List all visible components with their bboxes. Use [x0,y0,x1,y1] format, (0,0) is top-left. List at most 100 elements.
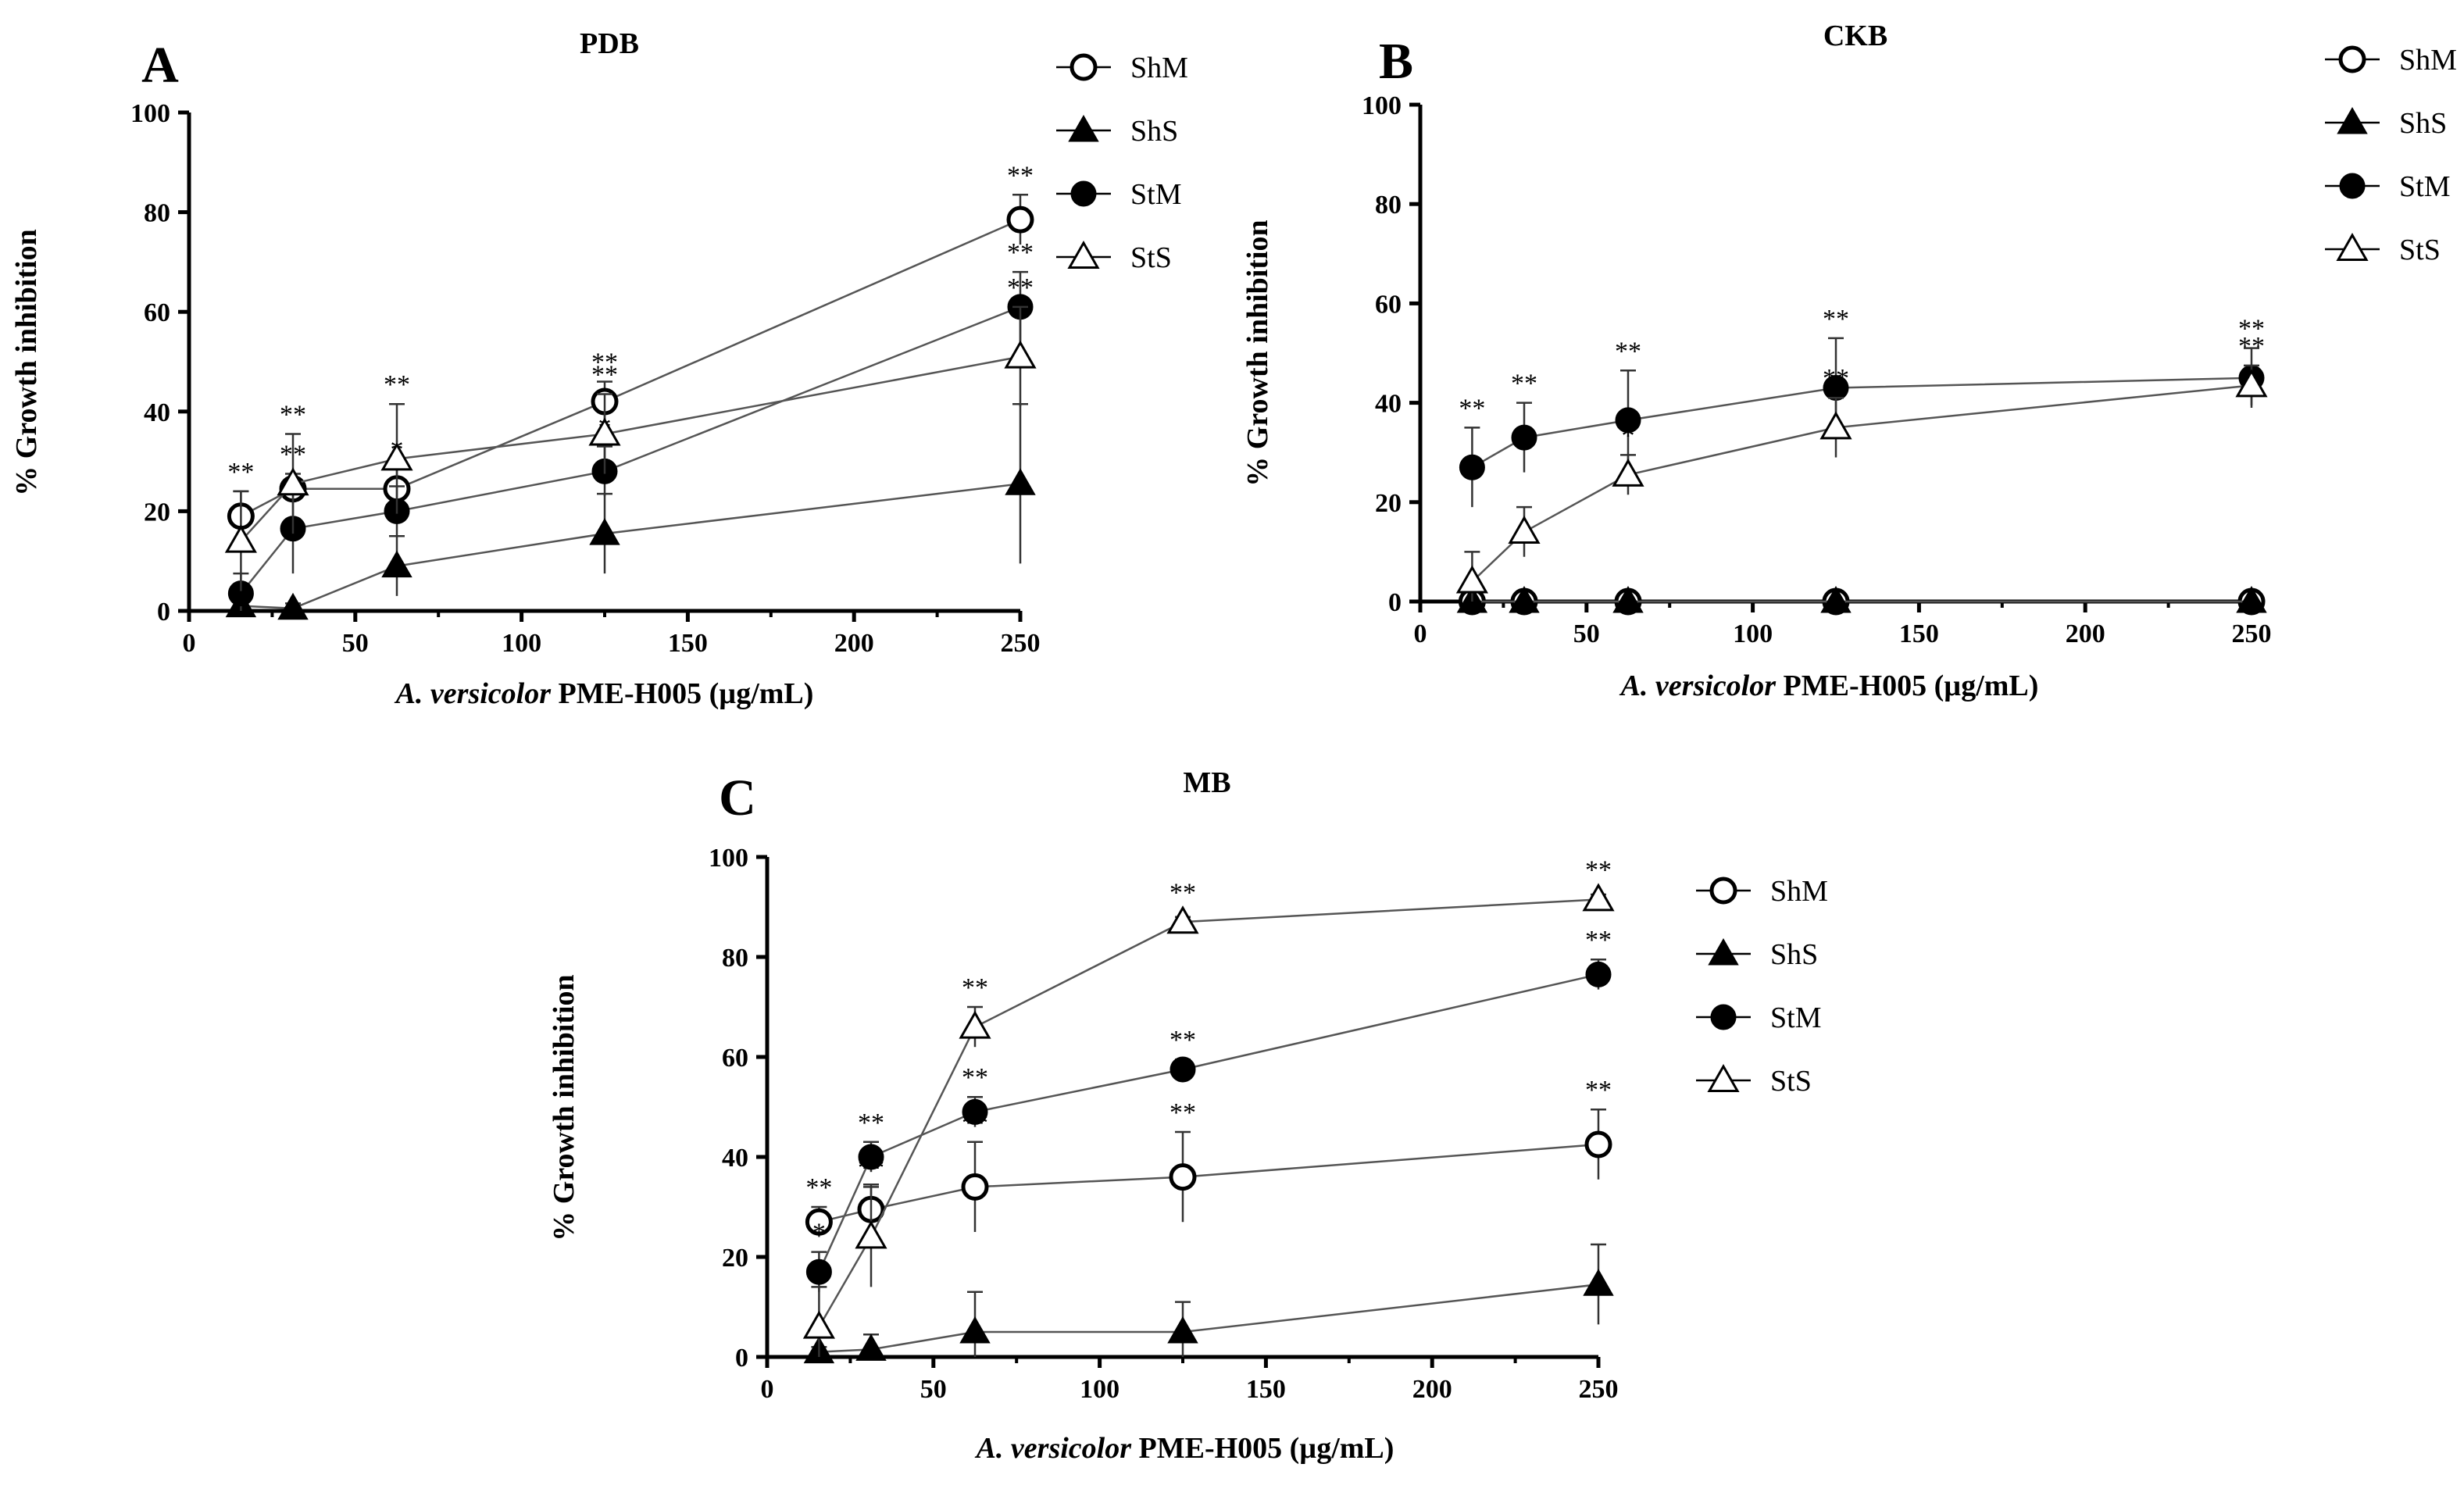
panel-b-sts-significance: * [1622,421,1635,450]
panel-a-sts-point [1004,340,1037,369]
panel-c-legend-shs-marker [1708,937,1739,966]
panel-b-xlabel: A. versicolor PME-H005 (µg/mL) [1619,669,2039,702]
panel-c-ytick-label: 0 [735,1344,748,1373]
panel-b-legend-stm-label: StM [2399,170,2450,203]
panel-c-shs-point [855,1334,887,1361]
panel-c-shm-point [805,1208,833,1236]
panel-a-sts-significance: ** [384,370,410,399]
panel-a-legend-sts-marker [1067,240,1100,269]
panel-a-sts-point [380,442,413,471]
panel-c-legend-sts-label: StS [1770,1065,1812,1098]
panel-a-xlabel-species: A. versicolor [395,677,552,710]
panel-b-stm-point [1459,454,1485,480]
panel-a-shs-point [381,550,412,578]
panel-c-shs-point [959,1316,991,1344]
panel-c-stm-significance: ** [858,1109,884,1137]
panel-a-shm-point [1006,205,1034,234]
panel-b-stm-significance: ** [1823,305,1849,334]
panel-c-sts-point [1166,905,1199,934]
panel-a-legend-shm-marker [1070,53,1098,81]
panel-c-shm-point [1169,1163,1197,1191]
panel-a-stm-significance: ** [1007,238,1034,267]
panel-c-stm-significance: ** [962,1063,988,1092]
panel-b-stm-point [1615,407,1641,434]
panel-a-legend-shs-marker [1068,114,1099,142]
panel-c-stm-point [858,1144,884,1170]
panel-b-ytick-label: 100 [1362,91,1402,120]
panel-c-legend-shm-marker [1709,877,1737,905]
panel-b-sts-significance: ** [1823,364,1849,393]
panel-b-shs-point [1820,585,1852,613]
panel-c-chart: C MB 0 20 40 60 80 100 0 50 100 150 200 250 % Growth i… [548,766,1828,1465]
panel-a-shm-significance: ** [1007,161,1034,190]
panel-a-shs-point [1005,468,1036,495]
panel-b-stm-significance: ** [1511,370,1537,398]
panel-c-ytick-label: 40 [722,1144,748,1173]
panel-b-letter: B [1379,33,1413,90]
panel-a-sts-significance: ** [591,360,618,389]
panel-b-stm-point [1511,424,1537,451]
panel-b-sts-significance: ** [2238,332,2265,361]
panel-b-ytick-label: 40 [1375,390,1402,419]
panel-a-xtick-label: 0 [183,629,196,658]
panel-a-title: PDB [580,27,639,60]
panel-c-stm-point [962,1098,988,1125]
panel-c-sts-point [959,1010,991,1039]
panel-c-xtick-label: 250 [1579,1375,1619,1404]
panel-b-legend-stm-marker [2339,173,2366,199]
panel-a-xtick-label: 250 [1001,629,1041,658]
panel-a-ytick-label: 40 [144,398,170,427]
panel-b-stm-significance: ** [1459,394,1485,423]
panel-b-sts-point [1612,458,1644,487]
panel-a-letter: A [141,37,179,94]
panel-b-chart: B CKB 0 20 40 60 80 100 0 50 100 150 200 250 % Growth … [1241,20,2457,702]
panel-c-ytick-label: 80 [722,944,748,973]
panel-b-xtick-label: 100 [1733,619,1773,648]
panel-b-title: CKB [1823,20,1887,52]
panel-c-xlabel-species: A. versicolor [975,1432,1133,1465]
panel-c-stm-point [1170,1056,1196,1083]
panel-b-xtick-label: 150 [1899,619,1939,648]
panel-b-ytick-label: 60 [1375,290,1402,319]
panel-c-shm-point [1584,1130,1612,1159]
panel-a-chart: A PDB 0 20 40 60 80 100 0 50 100 150 200 250 % Growth … [10,27,1188,710]
panel-c-shm-point [961,1173,989,1201]
panel-b-shs-point [2236,585,2267,613]
panel-c-xlabel: A. versicolor PME-H005 (µg/mL) [975,1432,1394,1465]
panel-b-legend-shs-marker [2337,106,2368,134]
panel-b-sts-point [1455,565,1488,594]
panel-c-shs-point [1583,1269,1614,1296]
panel-b-legend-sts-marker [2336,232,2369,261]
panel-a-ylabel: % Growth inhibition [10,229,43,495]
panel-a-shm-significance: ** [591,348,618,377]
panel-c-sts-significance: ** [1170,878,1196,907]
panel-b-legend-shm-marker [2338,45,2366,73]
panel-c-ytick-label: 60 [722,1044,748,1073]
panel-c-legend-sts-marker [1707,1063,1740,1092]
panel-b-xtick-label: 50 [1573,619,1600,648]
panel-a-xtick-label: 150 [668,629,708,658]
panel-c-shm-significance: ** [1170,1098,1196,1127]
panel-a-legend-sts-label: StS [1130,241,1172,274]
panel-b-sts-point [1508,515,1541,544]
panel-b-shs-point [1509,585,1540,613]
panel-b-ytick-label: 20 [1375,489,1402,518]
panel-b-ylabel: % Growth inhibition [1241,220,1274,486]
panel-b-sts-point [1819,411,1852,440]
panel-c-shs-point [1167,1316,1198,1344]
panel-c-stm-point [805,1259,832,1285]
panel-a-legend-shm-label: ShM [1130,52,1188,84]
panel-c-legend-shs-label: ShS [1770,938,1818,971]
panel-a-shm-significance: ** [227,458,254,487]
panel-a-xtick-label: 100 [502,629,541,658]
panel-b-sts-point [2235,369,2268,398]
panel-c-xtick-label: 50 [920,1375,947,1404]
panel-b-legend-shs-label: ShS [2399,107,2447,140]
panel-c-sts-significance: ** [962,973,988,1002]
panel-c-stm-point [1585,961,1612,987]
panel-a-sts-point [277,467,309,496]
panel-a-ytick-label: 60 [144,298,170,327]
panel-b-xtick-label: 200 [2066,619,2105,648]
panel-a-ytick-label: 0 [157,598,170,627]
